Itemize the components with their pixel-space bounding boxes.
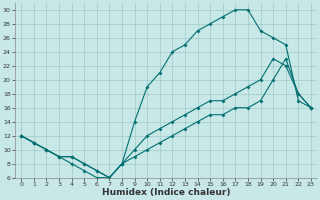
X-axis label: Humidex (Indice chaleur): Humidex (Indice chaleur) [102,188,230,197]
